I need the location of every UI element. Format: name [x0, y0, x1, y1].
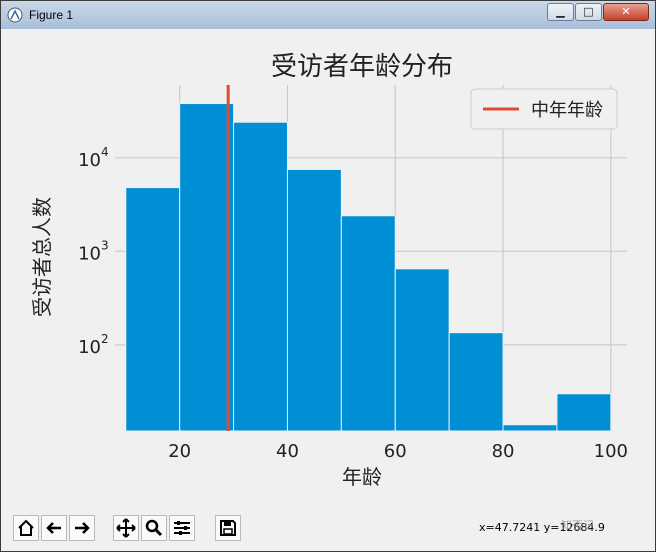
- maximize-button[interactable]: □: [575, 3, 602, 21]
- histogram-bar: [502, 424, 558, 432]
- y-axis-label: 受访者总人数: [30, 197, 54, 317]
- home-icon: [18, 519, 34, 536]
- magnifier-icon: [145, 519, 163, 537]
- y-tick-exponent: 3: [101, 238, 109, 252]
- home-button[interactable]: [13, 515, 39, 541]
- minimize-icon: ▁: [556, 5, 565, 18]
- x-tick-label: 40: [276, 441, 299, 462]
- maximize-icon: □: [583, 5, 594, 18]
- y-tick-label: 10: [78, 150, 101, 171]
- watermark-text: 知否记: [561, 519, 594, 532]
- chart-title: 受访者年龄分布: [271, 52, 453, 82]
- y-tick-exponent: 4: [101, 145, 109, 159]
- histogram-bar: [179, 103, 235, 432]
- y-tick-label: 10: [78, 337, 101, 358]
- arrow-left-icon: [46, 522, 61, 534]
- navigation-toolbar: x=47.7241 y=12684.9 知否记: [9, 513, 649, 547]
- close-icon: ✕: [621, 5, 631, 18]
- pan-button[interactable]: [113, 515, 139, 541]
- legend-label: 中年年龄: [531, 100, 603, 121]
- histogram-bar: [286, 168, 342, 432]
- legend: 中年年龄: [470, 88, 618, 130]
- x-tick-label: 20: [168, 441, 191, 462]
- app-icon: [7, 7, 23, 23]
- close-button[interactable]: ✕: [603, 3, 649, 21]
- arrow-right-icon: [75, 522, 90, 534]
- x-tick-label: 80: [492, 441, 515, 462]
- histogram-bar: [394, 268, 450, 432]
- y-tick-exponent: 2: [101, 332, 109, 346]
- save-button[interactable]: [215, 515, 241, 541]
- histogram-bar: [340, 215, 396, 432]
- histogram-bar: [556, 393, 612, 432]
- legend-box: [470, 88, 618, 130]
- x-axis-label: 年龄: [342, 465, 382, 489]
- sliders-icon: [174, 521, 190, 535]
- back-button[interactable]: [41, 515, 67, 541]
- forward-button[interactable]: [69, 515, 95, 541]
- title-bar: Figure 1 ▁ □ ✕: [1, 1, 655, 29]
- plot-area: 20 40 60 80 100 10 2 10 3 10 4 受访者年龄分布 年龄 受访者总人数 …: [9, 29, 649, 511]
- y-tick-label: 10: [78, 243, 101, 264]
- minimize-button[interactable]: ▁: [547, 3, 574, 21]
- subplots-button[interactable]: [169, 515, 195, 541]
- x-tick-label: 60: [384, 441, 407, 462]
- move-icon: [116, 518, 136, 538]
- histogram-bar: [233, 121, 288, 432]
- floppy-disk-icon: [220, 520, 236, 536]
- x-tick-label: 100: [594, 441, 628, 462]
- window-title: Figure 1: [29, 8, 74, 22]
- histogram-bar: [448, 332, 504, 432]
- zoom-button[interactable]: [141, 515, 167, 541]
- cursor-coordinates: x=47.7241 y=12684.9: [479, 521, 605, 534]
- histogram-bar: [125, 187, 181, 432]
